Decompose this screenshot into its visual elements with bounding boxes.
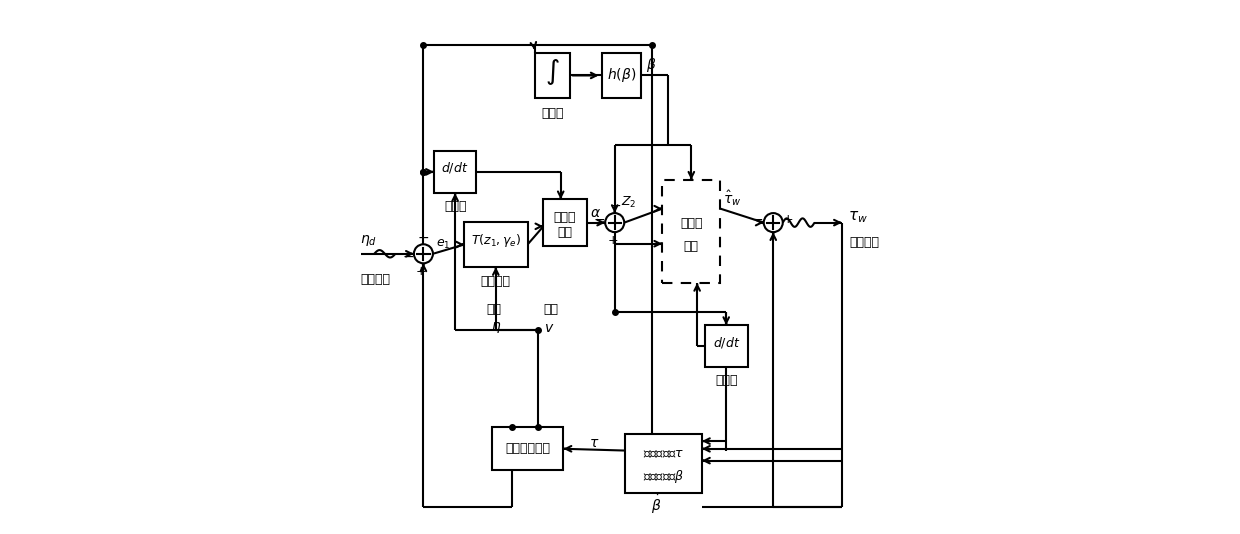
Text: −: −: [593, 213, 605, 227]
FancyBboxPatch shape: [492, 427, 563, 470]
Text: $\eta_d$: $\eta_d$: [360, 233, 377, 248]
FancyBboxPatch shape: [662, 180, 720, 283]
FancyBboxPatch shape: [434, 151, 476, 193]
Text: 扰动观: 扰动观: [680, 217, 703, 230]
Text: $v$: $v$: [544, 321, 554, 335]
Text: $\int$: $\int$: [546, 57, 560, 87]
Text: 转化函数: 转化函数: [481, 276, 511, 288]
Text: +: +: [608, 233, 618, 247]
FancyBboxPatch shape: [601, 53, 641, 98]
Text: 水面船舶系统: 水面船舶系统: [505, 442, 551, 456]
Text: $\dot{\beta}$: $\dot{\beta}$: [651, 493, 661, 516]
Text: $d/dt$: $d/dt$: [713, 334, 740, 350]
Text: $\beta$: $\beta$: [646, 56, 657, 74]
Text: $Z_2$: $Z_2$: [621, 195, 636, 210]
Text: 实际控制量$\tau$: 实际控制量$\tau$: [644, 447, 684, 460]
FancyBboxPatch shape: [704, 325, 748, 367]
Circle shape: [605, 213, 624, 232]
FancyBboxPatch shape: [464, 222, 527, 267]
Text: 制器: 制器: [558, 226, 573, 239]
Text: 积分器: 积分器: [542, 107, 564, 120]
Circle shape: [764, 213, 782, 232]
Text: $d/dt$: $d/dt$: [441, 160, 469, 175]
Text: $\hat{\tau}_w$: $\hat{\tau}_w$: [723, 189, 742, 208]
FancyBboxPatch shape: [625, 434, 702, 493]
Text: 微分器: 微分器: [444, 200, 466, 213]
Text: 外部扰动: 外部扰动: [849, 236, 880, 249]
Text: $T(z_1,\gamma_e)$: $T(z_1,\gamma_e)$: [471, 232, 521, 248]
Text: $e_1$: $e_1$: [435, 238, 450, 251]
Text: 微分器: 微分器: [715, 374, 738, 387]
FancyBboxPatch shape: [536, 53, 570, 98]
Text: +: +: [782, 214, 794, 226]
Text: $\eta$: $\eta$: [491, 320, 501, 335]
Text: 位置: 位置: [486, 303, 501, 316]
Text: +: +: [415, 265, 427, 278]
Text: 额外控制量$\beta$: 额外控制量$\beta$: [644, 468, 684, 485]
Text: $\alpha$: $\alpha$: [590, 206, 601, 220]
Text: $h(\beta)$: $h(\beta)$: [606, 66, 636, 84]
Text: 测器: 测器: [683, 240, 699, 253]
Text: −: −: [418, 230, 429, 245]
Circle shape: [414, 244, 433, 263]
Text: 速度: 速度: [544, 303, 559, 316]
Text: 虚拟控: 虚拟控: [554, 210, 577, 224]
Text: −: −: [403, 249, 414, 263]
Text: −: −: [751, 213, 763, 227]
Text: 参考信号: 参考信号: [360, 273, 391, 286]
Text: $\tau$: $\tau$: [589, 436, 600, 450]
Text: $\tau_w$: $\tau_w$: [848, 209, 868, 225]
FancyBboxPatch shape: [543, 199, 587, 246]
Text: −: −: [610, 199, 621, 213]
